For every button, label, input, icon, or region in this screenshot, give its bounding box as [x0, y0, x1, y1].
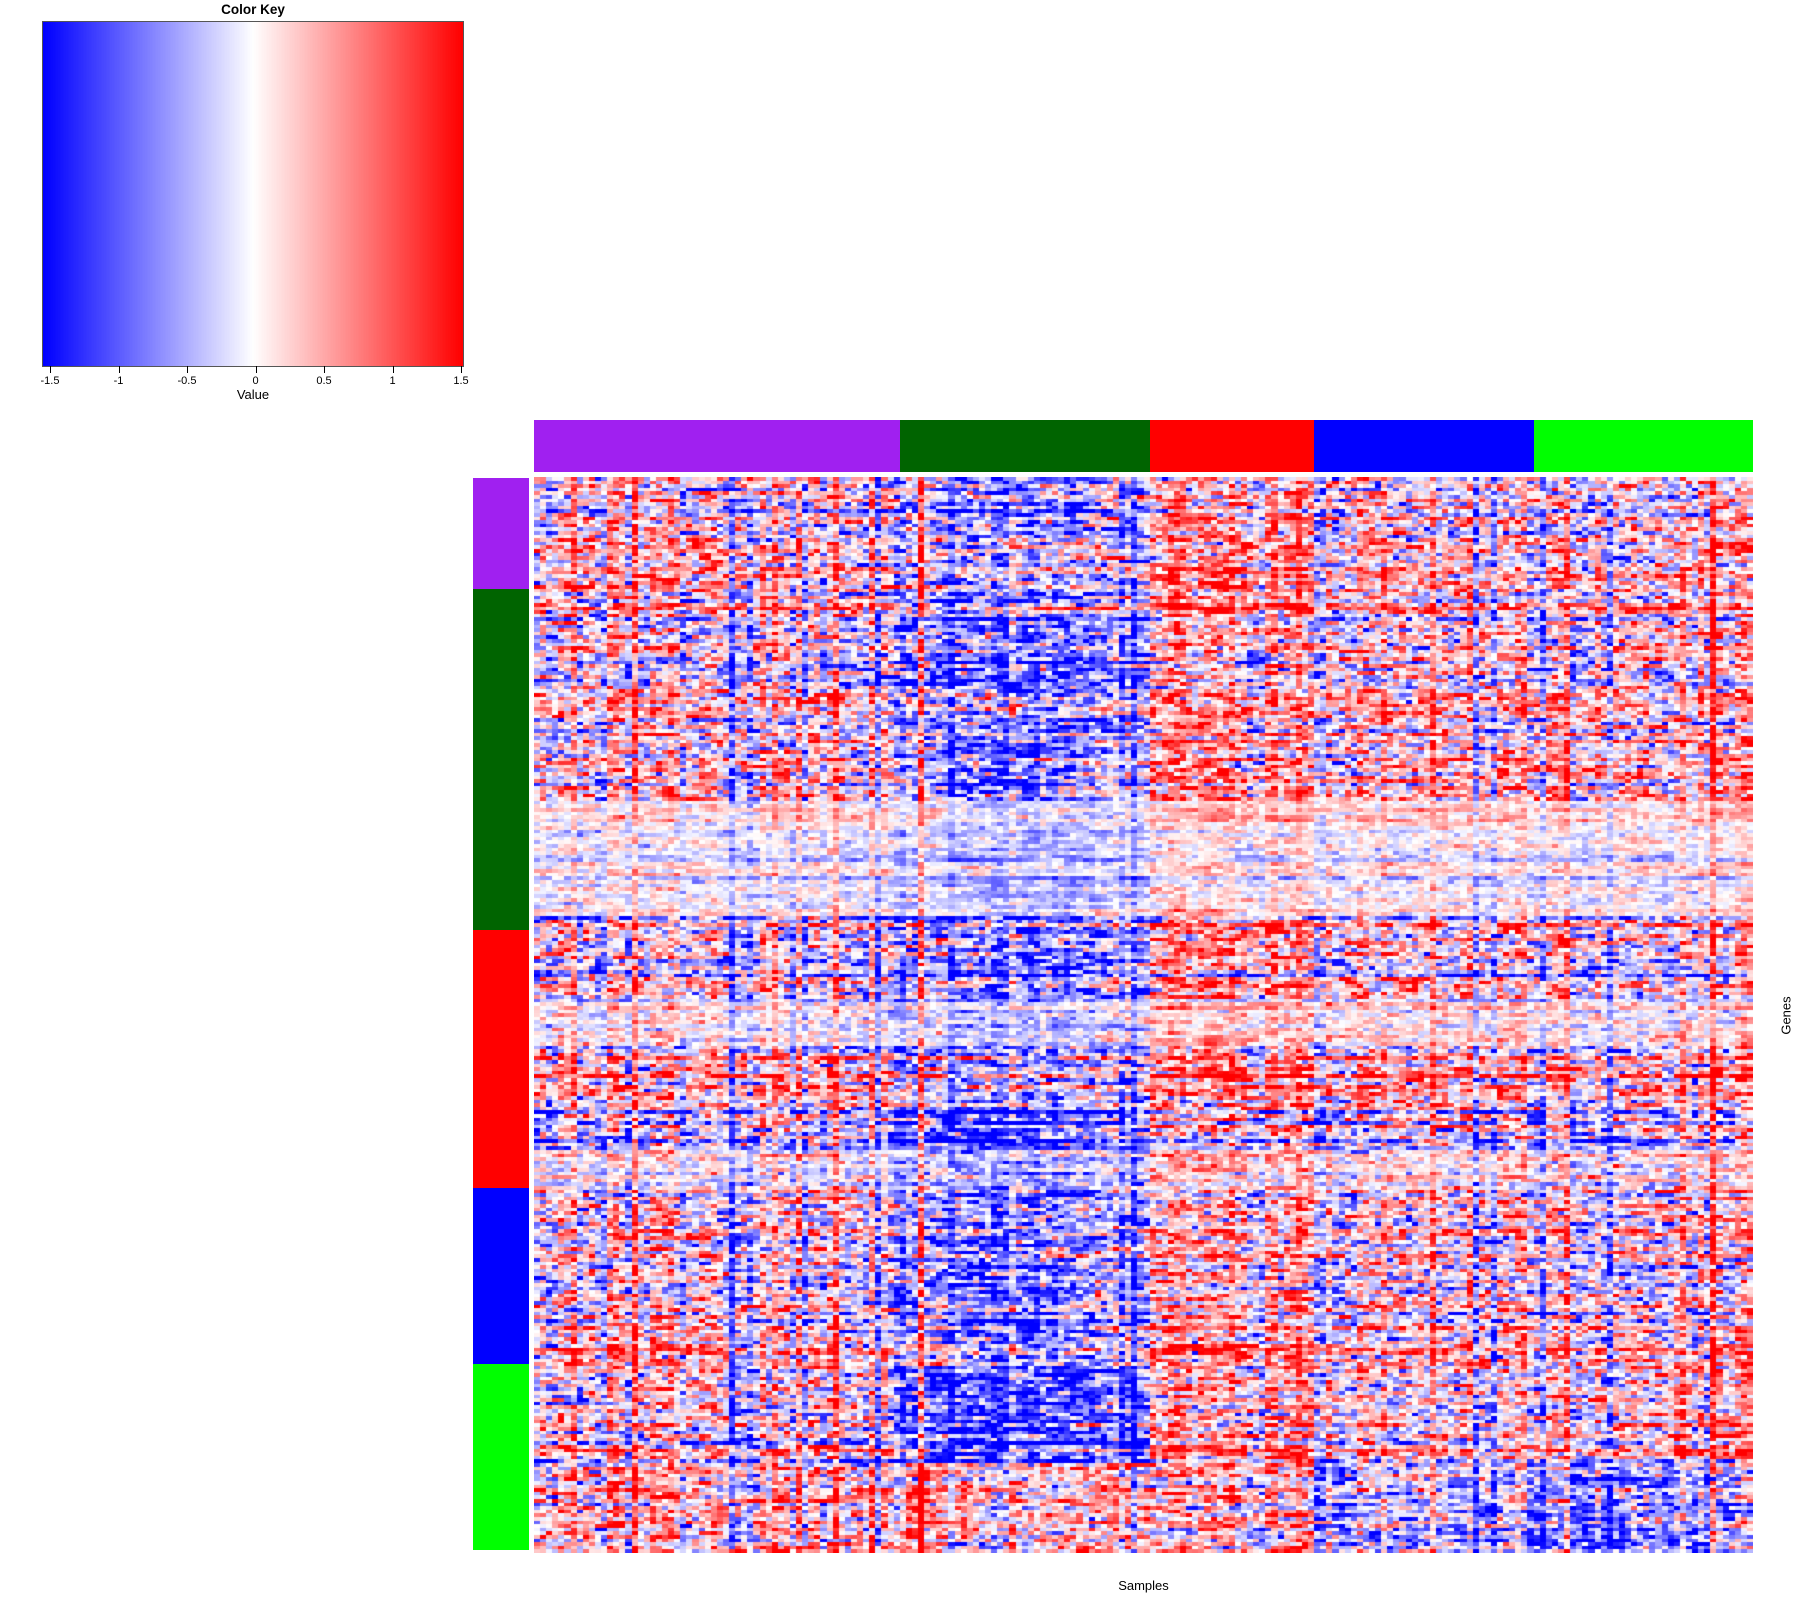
column-group-segment-3	[1149, 420, 1315, 472]
row-group-segment-1	[473, 478, 529, 590]
color-key-tick-mark	[50, 366, 51, 373]
color-key-tick-mark	[187, 366, 188, 373]
color-key-tick-mark	[255, 366, 257, 373]
column-group-segment-5	[1533, 420, 1753, 472]
color-key-tick-label: -1.5	[40, 375, 60, 387]
color-key-tick-mark	[324, 366, 325, 373]
genes-axis-label: Genes	[1778, 995, 1794, 1035]
heatmap-canvas	[534, 477, 1753, 1553]
color-key-title: Color Key	[221, 2, 285, 17]
column-side-colors-bar	[534, 420, 1753, 472]
color-key-tick-mark	[118, 366, 120, 373]
color-key-tick-label: -0.5	[177, 375, 197, 387]
genes-axis-label-box: Genes	[1736, 965, 1800, 1065]
color-key-tick-label: -1	[113, 375, 124, 387]
row-side-colors-bar	[473, 478, 529, 1550]
color-key-tick-label: 1	[389, 375, 396, 387]
row-group-segment-2	[473, 589, 529, 930]
color-key-tick-label: 1.5	[453, 375, 469, 387]
color-key-tick-label: 0	[252, 375, 259, 387]
column-group-segment-1	[534, 420, 900, 472]
color-key-tick-mark	[392, 366, 394, 373]
color-key-axis: -1.5 -1 -0.5 0 0.5 1 1.5	[41, 366, 469, 400]
column-group-segment-2	[899, 420, 1150, 472]
samples-axis-label: Samples	[1118, 1578, 1169, 1593]
color-key-tick-mark	[461, 366, 462, 373]
column-group-segment-4	[1314, 420, 1534, 472]
color-key-panel: Color Key -1.5 -1 -0.5 0 0.5 1 1.5 Value	[41, 0, 469, 410]
row-group-segment-4	[473, 1187, 529, 1364]
color-key-gradient-canvas	[42, 21, 464, 367]
row-group-segment-3	[473, 929, 529, 1188]
color-key-axis-label: Value	[236, 387, 270, 402]
color-key-tick-label: 0.5	[316, 375, 332, 387]
row-group-segment-5	[473, 1363, 529, 1550]
